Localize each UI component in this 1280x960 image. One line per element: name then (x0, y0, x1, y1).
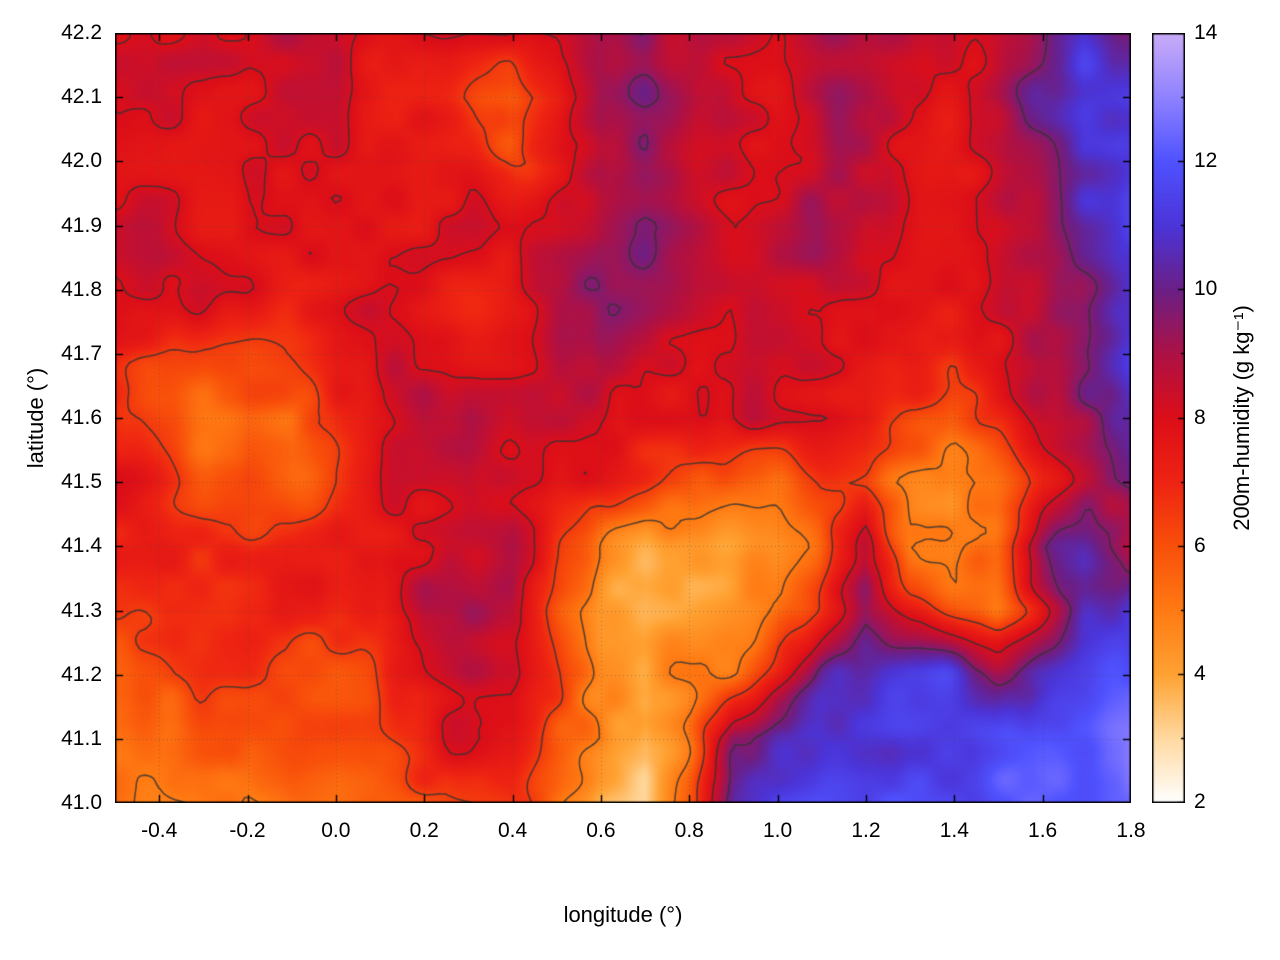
heatmap-canvas (115, 33, 1131, 803)
x-tick-label: 0.4 (497, 819, 528, 842)
x-tick-label: 0.0 (321, 819, 351, 842)
colorbar-tick-label: 14 (1194, 21, 1218, 44)
y-tick-label: 41.6 (61, 406, 102, 429)
x-axis-label: longitude (°) (563, 902, 683, 927)
y-tick-label: 41.9 (61, 213, 102, 237)
colorbar-tick-label: 12 (1194, 149, 1218, 173)
x-tick-label: 1.6 (1028, 819, 1058, 842)
x-tick-label: 1.4 (939, 819, 969, 842)
y-tick-label: 41.1 (61, 726, 102, 750)
colorbar-tick-label: 10 (1194, 277, 1218, 301)
x-tick-label: 0.6 (586, 819, 616, 842)
y-tick-label: 41.0 (61, 791, 102, 814)
x-tick-label: 0.2 (409, 819, 439, 842)
y-tick-label: 41.2 (61, 662, 102, 686)
colorbar-tick-label: 6 (1194, 533, 1206, 557)
x-tick-label: -0.2 (229, 819, 266, 842)
y-tick-label: 42.2 (61, 21, 102, 44)
colorbar-canvas (1152, 33, 1185, 803)
y-tick-label: 42.1 (61, 85, 102, 109)
y-tick-label: 41.4 (61, 534, 102, 558)
colorbar-label: 200m-humidity (g kg⁻¹) (1229, 305, 1254, 531)
x-tick-label: 0.8 (674, 819, 704, 842)
x-tick-label: -0.4 (141, 819, 178, 842)
x-tick-label: 1.8 (1116, 819, 1146, 842)
x-tick-label: 1.2 (851, 819, 881, 842)
y-tick-label: 41.5 (61, 470, 102, 494)
y-tick-label: 41.8 (61, 277, 102, 301)
colorbar-tick-label: 2 (1194, 790, 1206, 813)
y-axis-label: latitude (°) (23, 367, 48, 469)
colorbar-tick-label: 4 (1194, 661, 1206, 685)
y-tick-label: 41.3 (61, 598, 102, 622)
x-tick-label: 1.0 (762, 819, 793, 842)
y-tick-label: 42.0 (61, 149, 102, 173)
colorbar-tick-label: 8 (1194, 405, 1206, 429)
y-tick-label: 41.7 (61, 341, 102, 365)
